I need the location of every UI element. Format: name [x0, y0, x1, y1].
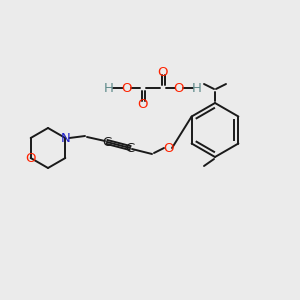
- Text: O: O: [138, 98, 148, 110]
- Text: N: N: [60, 131, 70, 145]
- Text: O: O: [163, 142, 173, 154]
- Text: C: C: [102, 136, 112, 148]
- Text: C: C: [125, 142, 135, 154]
- Text: O: O: [122, 82, 132, 94]
- Text: H: H: [104, 82, 114, 94]
- Text: O: O: [174, 82, 184, 94]
- Text: O: O: [26, 152, 36, 164]
- Text: H: H: [192, 82, 202, 94]
- Text: O: O: [158, 65, 168, 79]
